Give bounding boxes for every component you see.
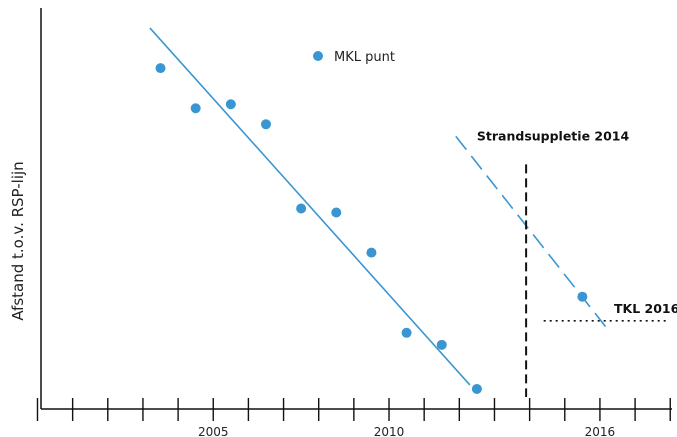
x-tick-label-2010: 2010 xyxy=(374,425,405,437)
tick-labels-layer: 2005 2010 2016 xyxy=(198,425,615,437)
y-axis-label: Afstand t.o.v. RSP-lijn xyxy=(9,161,27,320)
data-point xyxy=(260,119,271,130)
trend-line-dashed xyxy=(455,135,612,334)
x-tick-label-2016: 2016 xyxy=(585,425,616,437)
data-point xyxy=(436,339,447,350)
data-point xyxy=(577,291,588,302)
points-layer xyxy=(155,63,588,394)
data-point xyxy=(155,63,166,74)
data-point xyxy=(190,103,201,114)
legend-marker xyxy=(313,51,323,61)
strandsuppletie-label: Strandsuppletie 2014 xyxy=(477,128,630,143)
data-point xyxy=(401,327,412,338)
annotation-layer: Strandsuppletie 2014 TKL 2016 xyxy=(477,128,677,397)
legend: MKL punt xyxy=(313,50,395,65)
trend-layer xyxy=(149,27,612,386)
legend-label: MKL punt xyxy=(334,50,395,65)
axes-layer: Afstand t.o.v. RSP-lijn xyxy=(9,8,672,410)
data-point xyxy=(331,207,342,218)
tkl-label: TKL 2016 xyxy=(614,301,677,316)
data-point xyxy=(471,383,482,394)
trend-line-solid xyxy=(149,27,471,386)
x-tick-label-2005: 2005 xyxy=(198,425,229,437)
data-point xyxy=(296,203,307,214)
ticks-layer xyxy=(36,398,671,421)
data-point xyxy=(366,247,377,258)
data-point xyxy=(225,99,236,110)
